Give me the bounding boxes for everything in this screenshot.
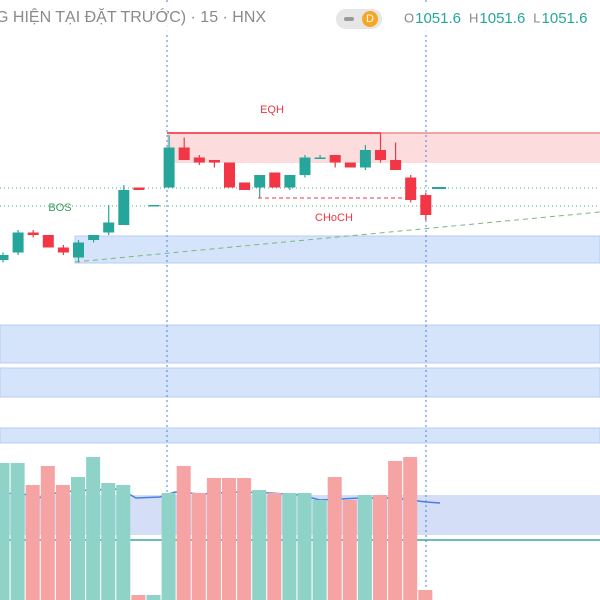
candle-body (178, 147, 190, 160)
candle-body (27, 232, 39, 235)
volume-bar (161, 493, 176, 600)
candle-body (103, 222, 115, 233)
annotation: EQH (260, 104, 284, 116)
candle-body (284, 175, 296, 188)
ohlc-letter: H (469, 10, 478, 25)
volume-bar (237, 478, 252, 600)
candle-body (148, 205, 160, 207)
candle-body (12, 232, 24, 253)
candle-body (314, 157, 326, 159)
badge-dot (362, 11, 378, 27)
demand-zone (0, 324, 600, 364)
candle-body (390, 160, 402, 170)
candle-body (57, 247, 69, 253)
volume-bar (0, 463, 10, 600)
volume-bar (297, 493, 312, 600)
candle-body (239, 182, 251, 190)
candle-body (0, 255, 9, 260)
candle-body (193, 157, 205, 163)
volume-bar (40, 466, 55, 600)
symbol-title: G HIỆN TẠI ĐẶT TRƯỚC) · 15 · HNX (0, 7, 266, 26)
candle-body (118, 190, 130, 225)
candle-body (133, 187, 145, 190)
candle-body (405, 177, 417, 200)
ohlc-value: 1051.6 (415, 10, 461, 27)
header-bg (0, 3, 600, 33)
volume-bar (357, 495, 372, 600)
demand-zone (0, 367, 600, 398)
badge-text: D (366, 13, 374, 25)
ohlc-letter: L (533, 10, 540, 25)
candle-body (163, 147, 175, 188)
volume-bar (267, 493, 282, 600)
trend-line (74, 211, 600, 263)
candle-body (420, 195, 432, 215)
annotation: CHoCH (315, 212, 353, 224)
candle-body (299, 157, 311, 175)
volume-bar (418, 590, 433, 600)
demand-zone (0, 427, 600, 444)
volume-bar (131, 595, 146, 600)
annotation: BOS (48, 202, 71, 214)
candle-body (269, 172, 281, 188)
volume-bar (222, 478, 236, 600)
ohlc-values: O 1051.6 H 1051.6 L 1051.6 (404, 10, 587, 27)
ohlc-letter: O (404, 10, 414, 25)
candle-body (88, 235, 100, 240)
volume-bar (403, 457, 418, 600)
demand-zone (74, 235, 600, 264)
volume-bar (25, 485, 40, 600)
candle-body (224, 162, 235, 188)
volume-bar (146, 595, 161, 600)
candle-body (42, 235, 54, 248)
volume-bar (191, 493, 206, 600)
ohlc-value: 1051.6 (542, 10, 588, 27)
volume-bar (388, 461, 403, 600)
volume-bar (206, 478, 221, 600)
volume-bar (373, 495, 387, 600)
volume-bar (342, 500, 357, 600)
candle-body (375, 150, 386, 160)
candle-body (344, 162, 356, 168)
volume-bar (86, 457, 101, 600)
badge-icon (344, 17, 354, 21)
ohlc-value: 1051.6 (479, 10, 525, 27)
volume-bar (176, 466, 191, 600)
candle-body (73, 242, 84, 258)
volume-bar (312, 500, 327, 600)
volume-bar (116, 485, 131, 600)
volume-bar (252, 490, 267, 600)
volume-bar (71, 477, 85, 600)
volume-bar (282, 493, 297, 600)
candle-body (208, 160, 220, 163)
volume-bar (327, 477, 342, 600)
volume-bar (101, 483, 116, 600)
candle-body (254, 175, 266, 188)
candle-body (329, 155, 341, 163)
candle-body (359, 150, 371, 168)
volume-bar (10, 463, 25, 600)
volume-bar (55, 485, 70, 600)
